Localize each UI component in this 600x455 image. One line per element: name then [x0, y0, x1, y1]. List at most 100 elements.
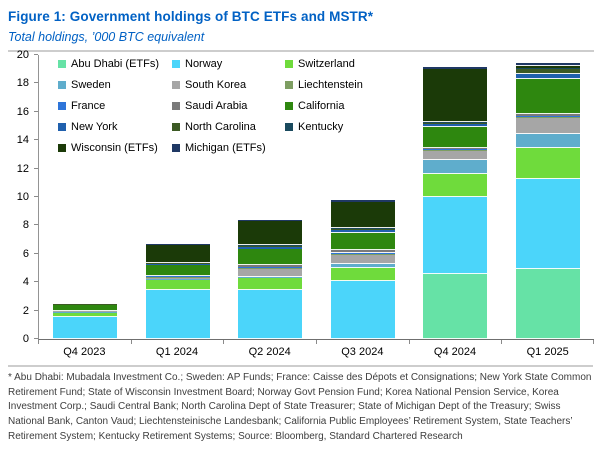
legend-swatch-kentucky: [285, 123, 293, 131]
legend-swatch-south-korea: [172, 81, 180, 89]
segment-new-york-q2-2024: [238, 247, 303, 249]
x-axis-labels: Q4 2023 Q1 2024 Q2 2024 Q3 2024 Q4 2024 Q1 20…: [38, 346, 594, 358]
segment-south-korea-q1-2024: [145, 278, 210, 279]
segment-sweden-q3-2024: [330, 264, 395, 268]
segment-kentucky-q3-2024: [330, 228, 395, 229]
segment-saudi-arabia-q2-2024: [238, 265, 303, 267]
legend-item-new-york: New York: [58, 121, 172, 133]
legend-label-wisconsin-etfs: Wisconsin (ETFs): [71, 142, 158, 154]
legend-label-north-carolina: North Carolina: [185, 121, 256, 133]
y-tick-label-10: 10: [16, 191, 29, 203]
x-tick-mark: [501, 340, 503, 344]
segment-new-york-q4-2024: [423, 124, 488, 127]
x-label-q1-2025: Q1 2025: [526, 346, 569, 358]
segment-france-q1-2025: [515, 116, 580, 117]
segment-north-carolina-q4-2023: [53, 304, 118, 305]
segment-north-carolina-q1-2024: [145, 263, 210, 264]
y-tick-mark: [34, 224, 38, 226]
legend-swatch-wisconsin-etfs: [58, 144, 66, 152]
legend-swatch-abu-dhabi-etfs: [58, 60, 66, 68]
y-tick-label-16: 16: [16, 105, 29, 118]
legend-item-france: France: [58, 100, 172, 112]
segment-south-korea-q1-2025: [515, 118, 580, 134]
bar-q1-2025: [515, 63, 580, 339]
bar-q4-2024: [423, 67, 488, 339]
segment-north-carolina-q3-2024: [330, 229, 395, 230]
segment-california-q2-2024: [238, 249, 303, 265]
segment-north-carolina-q1-2025: [515, 69, 580, 74]
legend-item-michigan-etfs: Michigan (ETFs): [172, 142, 285, 154]
segment-wisconsin-etfs-q3-2024: [330, 202, 395, 228]
legend-label-france: France: [71, 100, 106, 112]
segment-norway-q2-2024: [238, 290, 303, 339]
figure: Figure 1: Government holdings of BTC ETF…: [8, 9, 594, 442]
segment-norway-q3-2024: [330, 281, 395, 339]
segment-switzerland-q3-2024: [330, 268, 395, 281]
segment-north-carolina-q4-2024: [423, 123, 488, 124]
segment-france-q3-2024: [330, 253, 395, 254]
segment-saudi-arabia-q3-2024: [330, 250, 395, 253]
segment-california-q1-2025: [515, 79, 580, 114]
x-label-q4-2023: Q4 2023: [63, 346, 106, 358]
legend-item-south-korea: South Korea: [172, 79, 285, 91]
legend-swatch-sweden: [58, 81, 66, 89]
segment-sweden-q2-2024: [238, 277, 303, 278]
segment-switzerland-q1-2025: [515, 148, 580, 179]
divider-bottom: [8, 365, 593, 367]
x-label-q4-2024: Q4 2024: [433, 346, 477, 358]
segment-saudi-arabia-q4-2024: [423, 148, 488, 149]
y-tick-mark: [34, 139, 38, 141]
segment-switzerland-q1-2024: [145, 280, 210, 290]
segment-switzerland-q2-2024: [238, 278, 303, 290]
legend-swatch-saudi-arabia: [172, 102, 180, 110]
segment-france-q4-2024: [423, 149, 488, 150]
divider-top: [8, 50, 594, 52]
legend-label-switzerland: Switzerland: [298, 58, 355, 70]
y-tick-label-12: 12: [16, 162, 29, 175]
y-tick-mark: [34, 110, 38, 112]
y-tick-label-0: 0: [22, 333, 29, 345]
y-tick-mark: [34, 196, 38, 197]
segment-california-q4-2024: [423, 127, 488, 148]
segment-kentucky-q4-2024: [423, 122, 488, 123]
segment-new-york-q1-2024: [145, 264, 210, 265]
y-tick-label-8: 8: [22, 219, 29, 232]
y-tick-label-14: 14: [16, 134, 29, 147]
legend-swatch-france: [58, 102, 66, 110]
legend-swatch-california: [285, 102, 293, 110]
y-tick-label-18: 18: [16, 77, 29, 90]
segment-new-york-q1-2025: [515, 74, 580, 79]
segment-michigan-etfs-q3-2024: [330, 200, 395, 202]
segment-liechtenstein-q3-2024: [330, 254, 395, 255]
legend-swatch-norway: [172, 60, 180, 68]
x-label-q3-2024: Q3 2024: [341, 346, 384, 358]
legend-label-norway: Norway: [185, 58, 223, 70]
segment-sweden-q4-2023: [53, 312, 118, 313]
segment-norway-q1-2024: [145, 290, 210, 339]
segment-switzerland-q4-2024: [423, 174, 488, 197]
y-tick-mark: [34, 338, 38, 339]
legend: Abu Dhabi (ETFs) Norway Switzerland Sweden S…: [58, 58, 363, 154]
x-tick-mark: [130, 340, 132, 344]
legend-label-south-korea: South Korea: [185, 79, 247, 91]
segment-wisconsin-etfs-q1-2025: [515, 66, 580, 68]
legend-label-abu-dhabi-etfs: Abu Dhabi (ETFs): [71, 58, 160, 70]
y-tick-mark: [34, 309, 38, 311]
legend-swatch-switzerland: [285, 60, 293, 68]
segment-norway-q4-2023: [53, 317, 118, 339]
legend-item-abu-dhabi-etfs: Abu Dhabi (ETFs): [58, 58, 172, 70]
legend-label-kentucky: Kentucky: [298, 121, 344, 133]
x-label-q1-2024: Q1 2024: [155, 346, 199, 358]
bar-q2-2024: [238, 220, 303, 339]
stacked-bar-chart: 0 2 4 6 8 10 12 14 16 18 20 Abu Dhabi (ETFs) Norway…: [8, 49, 594, 358]
segment-north-carolina-q2-2024: [238, 246, 303, 247]
y-tick-mark: [34, 167, 38, 169]
segment-abu-dhabi-etfs-q4-2024: [423, 274, 488, 339]
segment-norway-q4-2024: [423, 197, 488, 274]
segment-new-york-q3-2024: [330, 230, 395, 233]
bar-q4-2023: [53, 304, 118, 339]
segment-liechtenstein-q1-2024: [145, 277, 210, 278]
y-tick-mark: [34, 54, 38, 55]
bars: [39, 55, 594, 339]
segment-michigan-etfs-q1-2024: [145, 244, 210, 245]
